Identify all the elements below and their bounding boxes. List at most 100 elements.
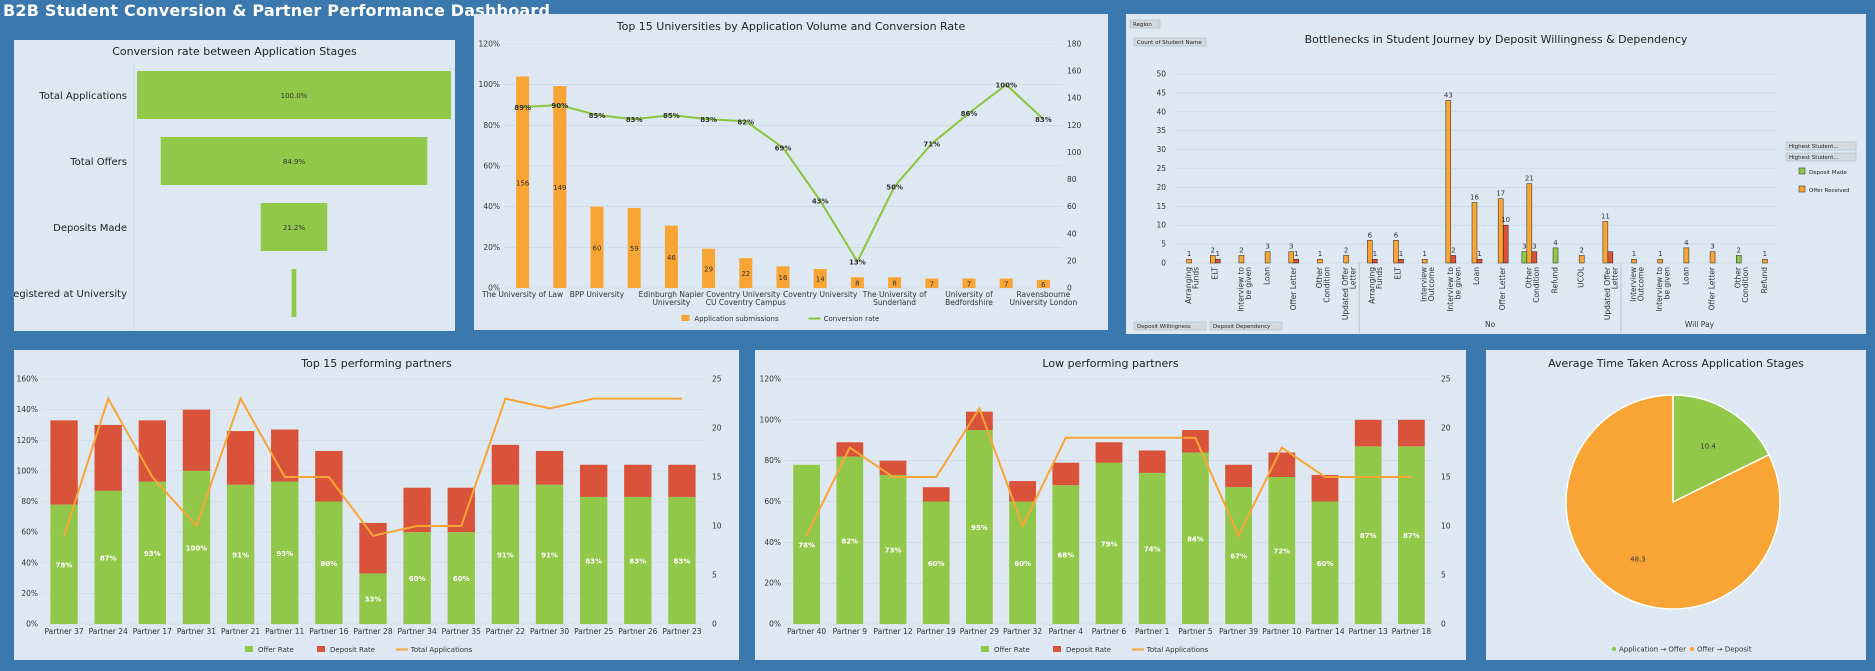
offer-rate-bar bbox=[579, 496, 608, 624]
right-tick-label: 5 bbox=[1441, 571, 1446, 580]
category-label: Partner 30 bbox=[530, 627, 569, 636]
category-label: Partner 24 bbox=[89, 627, 128, 636]
offer-rate-bar bbox=[1354, 446, 1382, 624]
filter-deposit-willingness bbox=[1133, 321, 1207, 331]
deposit-rate-bar bbox=[579, 464, 608, 497]
bar-data-label: 2 bbox=[1579, 246, 1583, 254]
offer-rate-bar bbox=[271, 481, 299, 624]
deposit-rate-bar bbox=[359, 522, 387, 574]
funnel-category-label: Total Offers bbox=[69, 157, 127, 168]
bottleneck-bar bbox=[1445, 100, 1452, 264]
offer-data-label: 79% bbox=[1101, 540, 1118, 548]
chart-title: Average Time Taken Across Application St… bbox=[1548, 357, 1804, 370]
bottleneck-bar bbox=[1317, 258, 1323, 264]
filter-deposit-dependency bbox=[1209, 321, 1283, 331]
application-bar bbox=[925, 278, 939, 288]
left-tick-label: 80% bbox=[764, 456, 781, 465]
category-label: Partner 28 bbox=[353, 627, 392, 636]
deposit-rate-bar bbox=[226, 431, 255, 485]
category-label: InterviewOutcome bbox=[1629, 267, 1646, 302]
pie-slice bbox=[1565, 394, 1781, 610]
chart-title: Bottlenecks in Student Journey by Deposi… bbox=[1305, 33, 1688, 46]
line-data-label: 13% bbox=[849, 259, 866, 267]
right-tick-label: 20 bbox=[1067, 256, 1077, 265]
application-bar bbox=[999, 278, 1013, 288]
application-bar bbox=[813, 269, 827, 288]
filter-count bbox=[1133, 37, 1207, 47]
offer-data-label: 93% bbox=[276, 550, 293, 558]
bar-data-label: 1 bbox=[1763, 250, 1767, 258]
bar-data-label: 1 bbox=[1477, 250, 1481, 258]
bar-data-label: 1 bbox=[1318, 250, 1322, 258]
line-data-label: 85% bbox=[663, 112, 680, 120]
offer-data-label: 93% bbox=[144, 550, 161, 558]
category-label: Refund bbox=[1760, 267, 1769, 294]
category-label: University of Bedfordshire bbox=[945, 290, 993, 307]
pie-slice bbox=[1672, 394, 1770, 504]
offer-rate-bar bbox=[226, 484, 255, 624]
deposit-rate-bar bbox=[624, 464, 652, 497]
offer-data-label: 91% bbox=[232, 551, 249, 559]
offer-rate-bar bbox=[182, 470, 211, 624]
category-label: Partner 32 bbox=[1003, 627, 1042, 636]
offer-data-label: 84% bbox=[1187, 535, 1204, 543]
filter-deposit-willingness-label: Deposit Willingness bbox=[1137, 324, 1191, 330]
tick-label: 0 bbox=[1161, 259, 1166, 268]
left-tick-label: 40% bbox=[764, 538, 781, 547]
funnel-bar bbox=[260, 203, 328, 251]
offer-rate-bar bbox=[447, 532, 475, 624]
offer-rate-bar bbox=[315, 501, 343, 624]
category-label: Partner 19 bbox=[917, 627, 956, 636]
universities-chart: Top 15 Universities by Application Volum… bbox=[479, 20, 1082, 323]
offer-data-label: 72% bbox=[1273, 548, 1290, 556]
line-data-label: 50% bbox=[886, 183, 903, 191]
offer-data-label: 91% bbox=[497, 551, 514, 559]
funnel-bar bbox=[291, 269, 297, 317]
offer-rate-bar bbox=[535, 484, 564, 624]
category-label: Partner 34 bbox=[398, 627, 437, 636]
legend-entry: Offer Received bbox=[1809, 188, 1850, 194]
bar-data-label: 8 bbox=[855, 280, 859, 288]
bottlenecks-chart: Region Count of Student Name Deposit Willi… bbox=[1129, 19, 1857, 333]
category-label: Edinburgh Napier University bbox=[639, 290, 705, 307]
bottleneck-bar bbox=[1497, 198, 1504, 264]
tick-label: 10 bbox=[1156, 221, 1166, 230]
top-partners-panel: Top 15 performing partners 0% 20% 40% 60% 80%… bbox=[14, 350, 739, 660]
right-tick-label: 0 bbox=[1067, 284, 1072, 293]
application-bar bbox=[776, 266, 790, 288]
offer-rate-bar bbox=[1268, 477, 1296, 624]
right-tick-label: 180 bbox=[1067, 40, 1082, 49]
bottleneck-bar bbox=[1186, 258, 1192, 264]
bottlenecks-panel: Region Count of Student Name Deposit Willi… bbox=[1126, 14, 1866, 334]
legend-swatch-0 bbox=[1611, 646, 1617, 652]
left-tick-label: 60% bbox=[21, 528, 38, 537]
filter-highest-student-2 bbox=[1785, 152, 1857, 162]
bar-data-label: 3 bbox=[1265, 243, 1269, 251]
left-tick-label: 100% bbox=[479, 80, 500, 89]
offer-data-label: 73% bbox=[885, 546, 902, 554]
deposit-rate-bar bbox=[1052, 462, 1080, 486]
left-tick-label: 80% bbox=[483, 121, 500, 130]
offer-data-label: 83% bbox=[629, 557, 646, 565]
offer-data-label: 87% bbox=[100, 554, 117, 562]
right-tick-label: 5 bbox=[712, 571, 717, 580]
offer-rate-bar bbox=[668, 496, 696, 624]
bottleneck-bar bbox=[1393, 240, 1399, 264]
bar-data-label: 3 bbox=[1289, 243, 1293, 251]
application-bar bbox=[553, 86, 567, 289]
funnel-data-label: 84.9% bbox=[283, 158, 306, 166]
bottleneck-bar bbox=[1238, 255, 1245, 264]
category-label: Partner 6 bbox=[1092, 627, 1127, 636]
left-tick-label: 40% bbox=[483, 202, 500, 211]
offer-data-label: 83% bbox=[674, 557, 691, 565]
category-label: Offer Letter bbox=[1498, 266, 1507, 310]
offer-rate-bar bbox=[836, 456, 864, 624]
category-label: Loan bbox=[1681, 267, 1690, 285]
bar-data-label: 156 bbox=[516, 179, 530, 187]
offer-data-label: 78% bbox=[798, 541, 815, 549]
bottleneck-bar bbox=[1476, 258, 1483, 264]
legend-entry: Application → Offer bbox=[1619, 646, 1686, 654]
bar-data-label: 29 bbox=[704, 265, 713, 273]
bottleneck-bar bbox=[1709, 251, 1716, 264]
bar-data-label: 4 bbox=[1684, 239, 1689, 247]
